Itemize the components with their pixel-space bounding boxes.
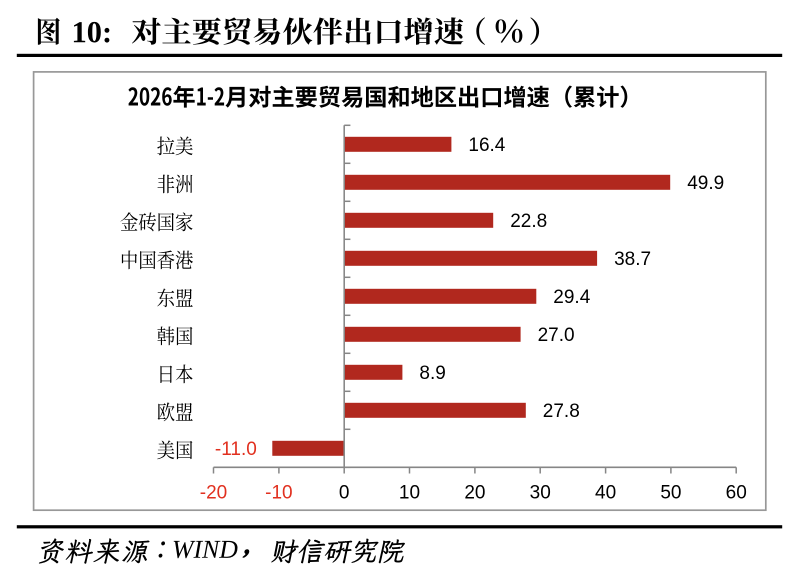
svg-text:38.7: 38.7 xyxy=(614,249,651,270)
svg-text:10: 10 xyxy=(399,483,420,504)
svg-text:22.8: 22.8 xyxy=(510,211,547,232)
svg-text:40: 40 xyxy=(595,483,616,504)
svg-text:8.9: 8.9 xyxy=(419,363,445,384)
svg-text:-10: -10 xyxy=(265,483,292,504)
svg-text:30: 30 xyxy=(530,483,551,504)
svg-text:29.4: 29.4 xyxy=(553,287,590,308)
svg-text:60: 60 xyxy=(726,483,747,504)
svg-text:27.8: 27.8 xyxy=(543,401,580,422)
svg-text:-11.0: -11.0 xyxy=(215,439,257,460)
svg-text:20: 20 xyxy=(464,483,485,504)
svg-text:49.9: 49.9 xyxy=(687,173,724,194)
svg-text:50: 50 xyxy=(660,483,681,504)
svg-text:-20: -20 xyxy=(200,483,227,504)
svg-text:27.0: 27.0 xyxy=(538,325,575,346)
svg-text:0: 0 xyxy=(339,483,350,504)
svg-text:16.4: 16.4 xyxy=(468,135,505,156)
